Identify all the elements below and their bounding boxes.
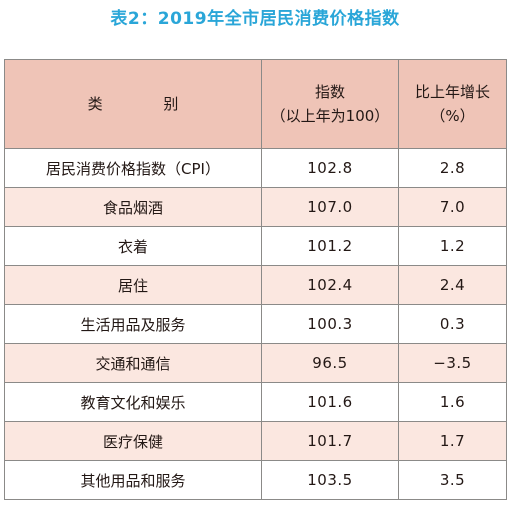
row-category: 医疗保健 (4, 421, 262, 461)
row-category: 交通和通信 (4, 343, 262, 383)
row-index: 100.3 (261, 304, 399, 344)
header-growth: 比上年增长 （%） (398, 59, 507, 149)
row-growth: 2.4 (398, 265, 507, 305)
header-category-label: 类 别 (87, 95, 207, 113)
header-row: 类 别 指数 （以上年为100） 比上年增长 （%） (4, 59, 507, 149)
row-index: 102.4 (261, 265, 399, 305)
table-row: 医疗保健 101.7 1.7 (4, 421, 507, 461)
table-row: 居民消费价格指数（CPI） 102.8 2.8 (4, 148, 507, 188)
table-row: 居住 102.4 2.4 (4, 265, 507, 305)
row-growth: −3.5 (398, 343, 507, 383)
row-category: 衣着 (4, 226, 262, 266)
row-index: 96.5 (261, 343, 399, 383)
header-category: 类 别 (4, 59, 262, 149)
table-row: 交通和通信 96.5 −3.5 (4, 343, 507, 383)
row-growth: 1.6 (398, 382, 507, 422)
table-row: 生活用品及服务 100.3 0.3 (4, 304, 507, 344)
header-index: 指数 （以上年为100） (261, 59, 399, 149)
row-growth: 1.7 (398, 421, 507, 461)
table-row: 食品烟酒 107.0 7.0 (4, 187, 507, 227)
row-category: 食品烟酒 (4, 187, 262, 227)
row-growth: 7.0 (398, 187, 507, 227)
header-growth-line1: 比上年增长 (414, 83, 490, 101)
row-growth: 1.2 (398, 226, 507, 266)
row-growth: 3.5 (398, 460, 507, 500)
table-row: 教育文化和娱乐 101.6 1.6 (4, 382, 507, 422)
row-index: 101.2 (261, 226, 399, 266)
header-index-line1: 指数 (314, 83, 345, 101)
row-growth: 0.3 (398, 304, 507, 344)
table-row: 衣着 101.2 1.2 (4, 226, 507, 266)
row-index: 101.7 (261, 421, 399, 461)
row-category: 生活用品及服务 (4, 304, 262, 344)
row-index: 107.0 (261, 187, 399, 227)
row-index: 101.6 (261, 382, 399, 422)
header-index-line2: （以上年为100） (270, 107, 390, 125)
table-title: 表2：2019年全市居民消费价格指数 (110, 9, 400, 29)
row-index: 102.8 (261, 148, 399, 188)
row-index: 103.5 (261, 460, 399, 500)
row-category: 居民消费价格指数（CPI） (4, 148, 262, 188)
table-row: 其他用品和服务 103.5 3.5 (4, 460, 507, 500)
cpi-table: 类 别 指数 （以上年为100） 比上年增长 （%） 居民消费价格指数（CPI）… (4, 59, 507, 500)
header-growth-line2: （%） (430, 107, 475, 125)
row-growth: 2.8 (398, 148, 507, 188)
row-category: 居住 (4, 265, 262, 305)
row-category: 其他用品和服务 (4, 460, 262, 500)
row-category: 教育文化和娱乐 (4, 382, 262, 422)
